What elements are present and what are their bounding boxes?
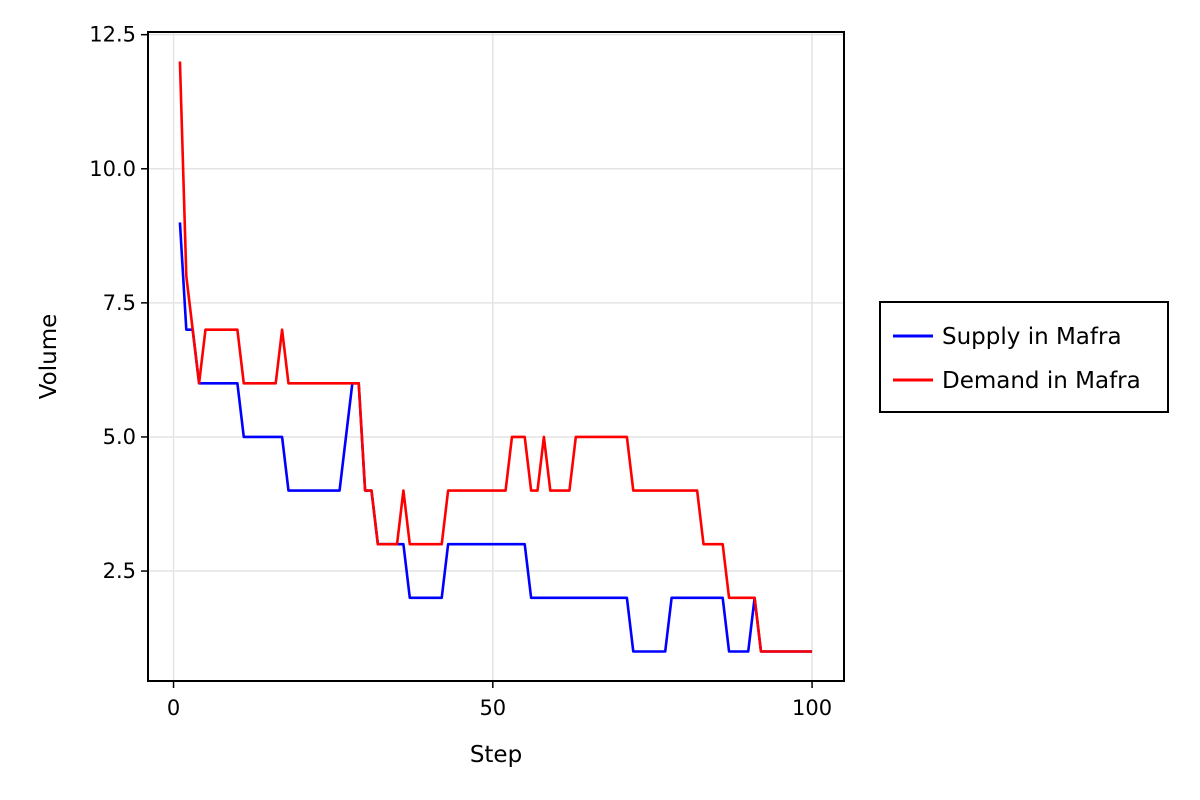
series-line-supply bbox=[178, 222, 813, 653]
legend-label-demand: Demand in Mafra bbox=[942, 368, 1141, 394]
y-tick-label: 2.5 bbox=[103, 559, 136, 583]
legend-box bbox=[879, 301, 1169, 413]
y-tick-label: 7.5 bbox=[103, 291, 136, 315]
grid-lines bbox=[148, 32, 844, 681]
y-tick-label: 12.5 bbox=[89, 23, 136, 47]
y-tick-label: 10.0 bbox=[89, 157, 136, 181]
x-axis-title: Step bbox=[470, 742, 522, 768]
series-lines bbox=[178, 61, 813, 653]
y-axis-title: Volume bbox=[36, 314, 62, 400]
legend: Supply in Mafra Demand in Mafra bbox=[879, 301, 1169, 413]
series-line-demand bbox=[178, 61, 813, 653]
axis-ticks: 0 50 100 2.5 5.0 7.5 10.0 12.5 bbox=[89, 23, 832, 720]
x-tick-label: 50 bbox=[479, 696, 506, 720]
y-tick-label: 5.0 bbox=[103, 425, 136, 449]
legend-label-supply: Supply in Mafra bbox=[942, 324, 1122, 350]
x-tick-label: 0 bbox=[167, 696, 180, 720]
plot-frame bbox=[147, 31, 845, 682]
x-tick-label: 100 bbox=[792, 696, 832, 720]
